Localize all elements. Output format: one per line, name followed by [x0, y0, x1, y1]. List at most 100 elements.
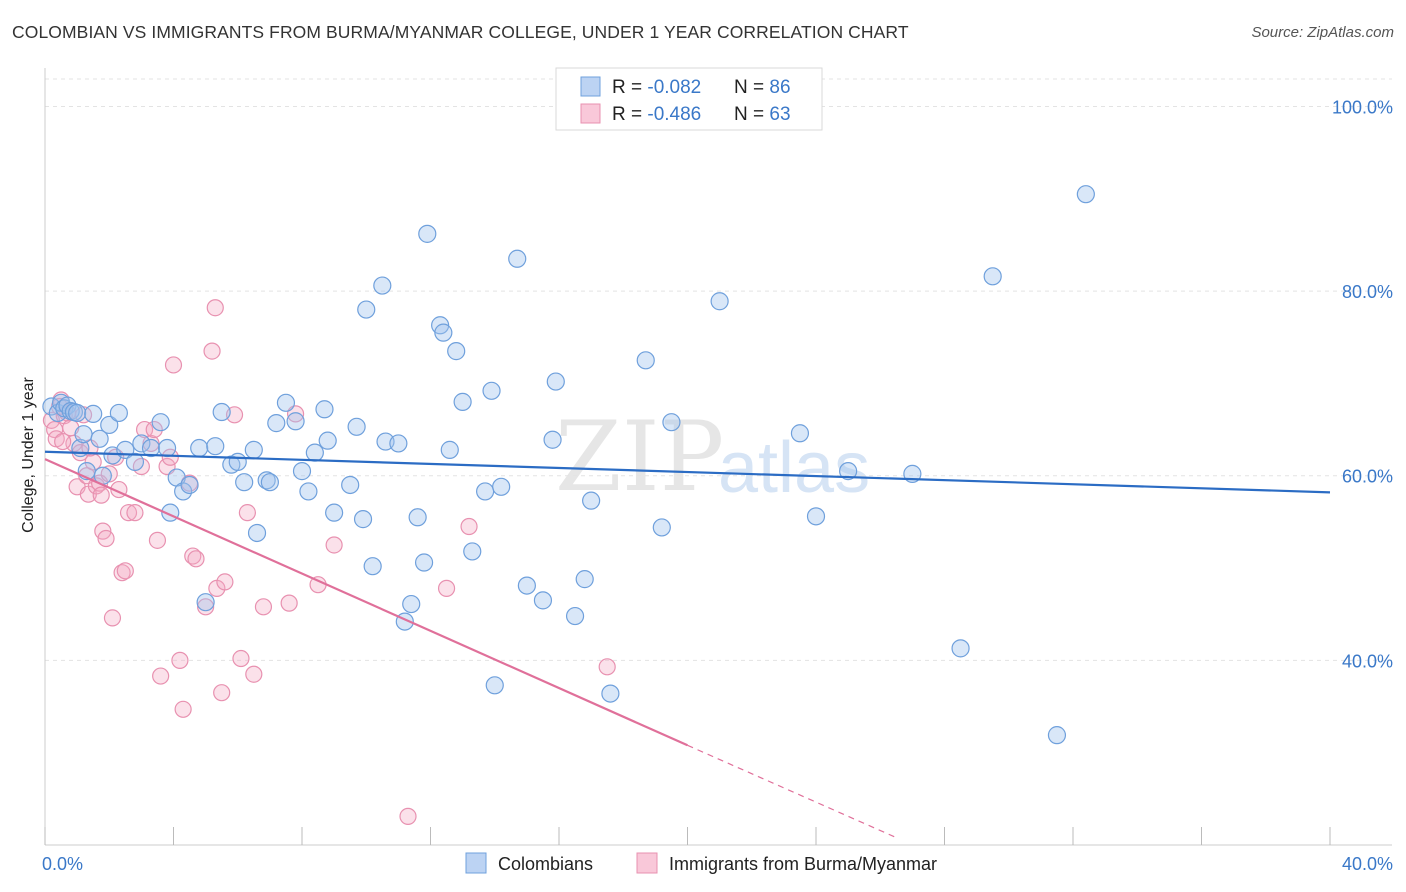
data-point-burma [232, 649, 250, 668]
y-tick-label: 100.0% [1332, 97, 1393, 117]
data-point-colombians [983, 267, 1002, 286]
r-value: -0.082 [647, 77, 701, 98]
data-point-colombians [299, 482, 318, 501]
data-point-colombians [485, 676, 504, 695]
data-point-colombians [257, 471, 276, 490]
watermark-zip: ZIP [555, 401, 724, 513]
trend-line-burma [44, 458, 688, 747]
data-point-colombians [363, 557, 382, 576]
data-point-colombians [482, 381, 501, 400]
data-point-colombians [190, 438, 209, 458]
data-point-colombians [325, 503, 344, 522]
data-point-colombians [141, 438, 161, 458]
data-point-burma [213, 684, 231, 702]
data-point-burma [598, 658, 616, 676]
data-point-colombians [575, 570, 594, 589]
data-point-burma [399, 807, 417, 825]
data-point-colombians [447, 342, 466, 361]
legend-swatch-colombians [465, 852, 487, 874]
data-point-burma [92, 486, 110, 504]
data-point-colombians [206, 437, 225, 456]
y-tick-label: 40.0% [1342, 651, 1393, 671]
data-point-burma [54, 432, 72, 451]
data-point-burma [280, 594, 298, 612]
legend-row-1: R = -0.082 [612, 77, 701, 98]
data-point-burma [164, 356, 183, 374]
data-point-colombians [440, 440, 459, 459]
stats-legend: R = -0.082 N = 86 R = -0.486 N = 63 [555, 67, 823, 131]
data-point-colombians [228, 452, 247, 471]
data-point-burma [437, 579, 456, 597]
series-legend: Colombians Immigrants from Burma/Myanmar [465, 852, 937, 874]
data-point-colombians [260, 473, 279, 492]
data-point-burma [254, 598, 273, 616]
data-point-colombians [710, 292, 729, 311]
y-axis-label: College, Under 1 year [20, 377, 37, 533]
data-point-colombians [582, 491, 601, 510]
watermark: ZIP atlas [555, 401, 870, 513]
data-point-burma [152, 667, 170, 685]
data-point-colombians [476, 482, 495, 501]
source-credit: Source: ZipAtlas.com [1251, 24, 1394, 41]
data-point-colombians [90, 429, 109, 448]
data-point-colombians [174, 482, 193, 501]
legend-swatch-burma [636, 852, 658, 874]
data-point-colombians [267, 414, 286, 433]
data-point-colombians [125, 452, 145, 471]
data-point-colombians [662, 413, 681, 432]
data-point-burma [145, 420, 163, 439]
data-point-colombians [276, 393, 296, 412]
data-point-colombians [408, 508, 427, 527]
data-point-colombians [180, 475, 199, 495]
data-point-colombians [508, 249, 527, 268]
data-point-burma [135, 420, 154, 439]
data-point-burma [184, 547, 202, 565]
data-point-colombians [132, 434, 151, 453]
data-point-burma [203, 342, 221, 360]
legend-row-2-n: N = 63 [734, 104, 791, 125]
data-point-burma [142, 434, 160, 453]
trend-line-colombians [44, 450, 1331, 494]
data-point-burma [216, 573, 234, 591]
data-point-colombians [247, 523, 267, 543]
data-point-colombians [492, 477, 511, 496]
data-point-colombians [601, 684, 620, 703]
data-point-colombians [157, 438, 177, 458]
data-point-colombians [546, 372, 565, 391]
data-point-burma [206, 299, 224, 317]
data-point-burma [187, 550, 205, 568]
data-point-burma [171, 651, 189, 669]
data-point-burma [245, 665, 263, 683]
data-point-colombians [74, 425, 93, 444]
n-value: 86 [769, 77, 790, 98]
n-label: N = [734, 104, 769, 125]
data-point-colombians [565, 606, 585, 626]
data-point-burma [116, 562, 134, 580]
data-point-colombians [533, 591, 553, 610]
data-point-colombians [453, 392, 472, 411]
data-point-colombians [196, 593, 215, 612]
data-point-colombians [235, 473, 254, 492]
data-point-colombians [58, 396, 77, 415]
data-point-colombians [389, 434, 408, 453]
data-point-colombians [806, 507, 826, 526]
chart-title: COLOMBIAN VS IMMIGRANTS FROM BURMA/MYANM… [12, 22, 909, 42]
data-point-colombians [463, 542, 482, 561]
data-point-colombians [402, 594, 421, 614]
data-point-colombians [357, 300, 376, 319]
data-point-burma [42, 411, 61, 429]
x-tick-label: 40.0% [1342, 854, 1393, 874]
data-point-burma [325, 536, 343, 554]
r-label: R = [612, 77, 647, 98]
r-value: -0.486 [647, 104, 701, 125]
data-point-colombians [414, 553, 434, 572]
data-point-burma [97, 529, 115, 548]
data-point-colombians [100, 415, 119, 435]
data-point-colombians [286, 412, 305, 431]
data-point-colombians [353, 510, 373, 529]
data-point-colombians [418, 224, 437, 243]
data-point-colombians [151, 413, 170, 432]
data-point-burma [197, 598, 215, 616]
y-tick-label: 80.0% [1342, 282, 1393, 302]
